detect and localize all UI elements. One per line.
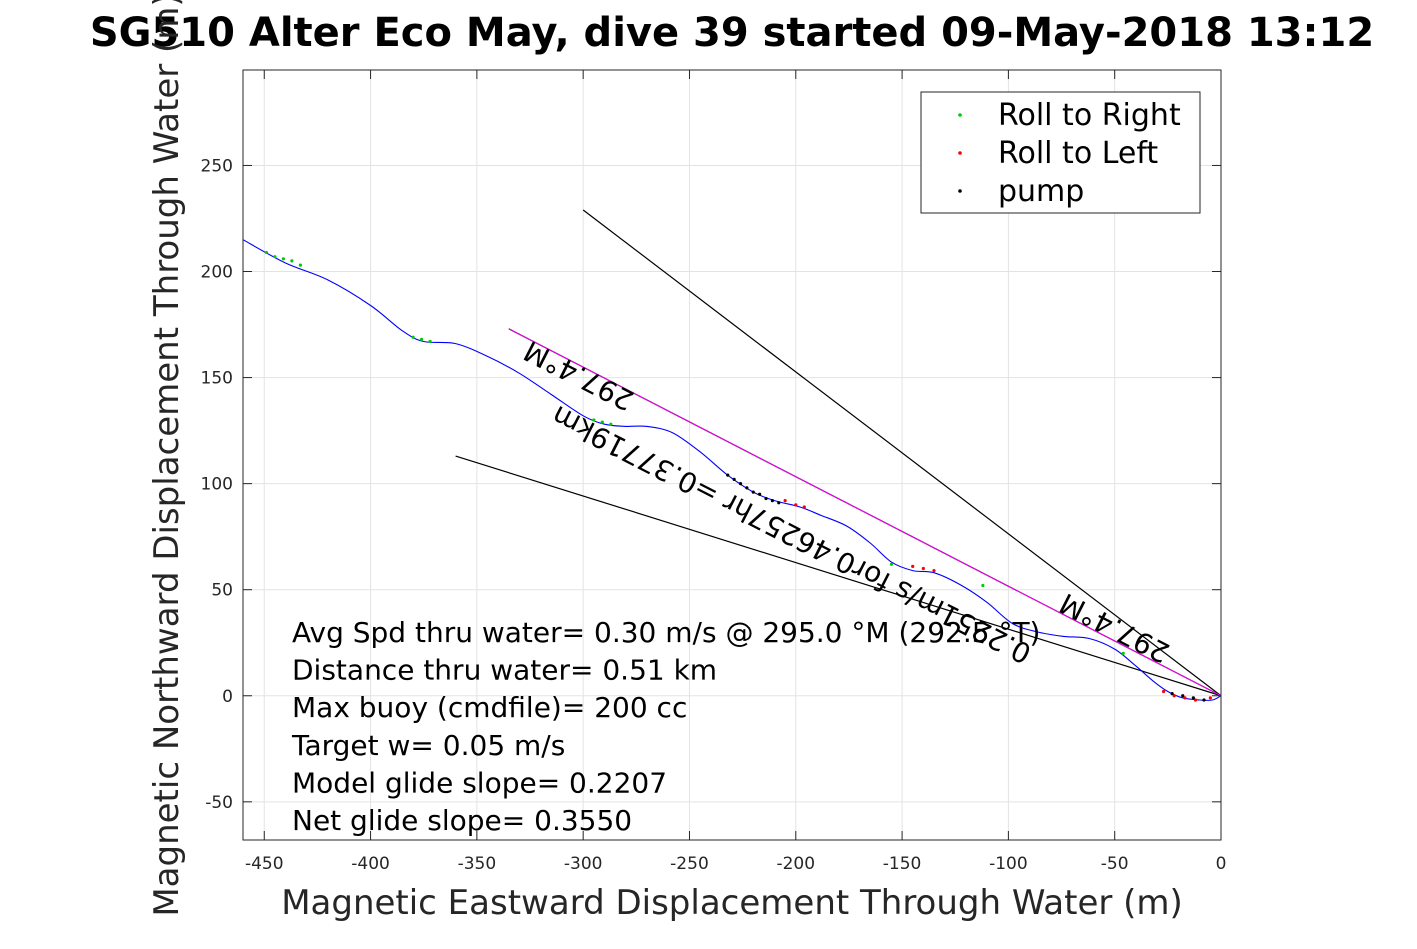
glider-track-line	[242, 239, 1222, 701]
legend-entry-label: Roll to Right	[998, 98, 1181, 133]
legend-marker	[958, 151, 962, 155]
pump-point	[751, 490, 755, 494]
legend-entry-label: pump	[998, 174, 1084, 209]
annotation-line: Distance thru water= 0.51 km	[292, 654, 717, 687]
series-layer	[242, 209, 1222, 701]
reference-line-3	[508, 328, 1222, 697]
pump-point	[770, 499, 774, 503]
roll-left-point	[1193, 698, 1198, 702]
x-tick-label: -400	[351, 854, 390, 874]
roll-right-point	[273, 255, 277, 259]
x-tick-label: -350	[458, 854, 497, 874]
roll-right-point	[889, 562, 894, 566]
tick-layer: -450 -400 -350 -300 -250 -200 -150 -100 -50 0 -50 0…	[201, 70, 1227, 874]
points-layer	[264, 250, 1212, 702]
plot-frame	[242, 69, 1222, 841]
roll-left-point	[1161, 689, 1166, 694]
roll-right-point	[600, 420, 604, 424]
roll-left-point	[1208, 696, 1212, 700]
roll-left-point	[794, 503, 798, 507]
pump-point	[745, 486, 749, 490]
legend-marker	[958, 113, 962, 117]
annotation-line: Avg Spd thru water= 0.30 m/s @ 295.0 °M …	[292, 616, 1040, 649]
y-axis-label: Magnetic Northward Displacement Through …	[147, 0, 187, 917]
roll-right-point	[609, 422, 613, 426]
pump-point	[1191, 696, 1195, 700]
x-tick-label: -150	[883, 854, 922, 874]
pump-point	[1202, 698, 1206, 702]
roll-right-point	[981, 583, 985, 588]
legend-marker	[958, 189, 962, 193]
y-tick-label: 100	[201, 475, 233, 495]
y-tick-label: -50	[205, 793, 233, 813]
pump-point	[1181, 694, 1185, 698]
pump-point	[726, 473, 730, 477]
x-tick-label: -450	[245, 854, 284, 874]
roll-left-point	[1183, 696, 1187, 700]
pump-point	[738, 482, 743, 486]
roll-right-point	[290, 259, 294, 263]
pump-point	[764, 496, 768, 501]
roll-right-point	[428, 339, 432, 344]
x-tick-label: -100	[989, 854, 1028, 874]
reference-line-0	[582, 209, 1222, 697]
roll-right-point	[419, 337, 424, 341]
x-tick-label: 0	[1216, 854, 1227, 874]
chart-title: SG510 Alter Eco May, dive 39 started 09-…	[90, 10, 1374, 56]
pump-point	[777, 501, 781, 505]
pump-point	[732, 477, 736, 481]
roll-right-point	[411, 335, 415, 339]
legend-box	[920, 91, 1201, 214]
pump-point	[758, 492, 762, 496]
annotation-line: Target w= 0.05 m/s	[291, 729, 565, 762]
x-tick-label: -50	[1101, 854, 1129, 874]
annotation-line: Net glide slope= 0.3550	[292, 804, 632, 837]
y-tick-label: 200	[201, 263, 233, 283]
roll-right-point	[298, 263, 303, 267]
y-tick-label: 0	[222, 687, 233, 707]
x-tick-label: -250	[670, 854, 709, 874]
y-tick-label: 50	[211, 581, 233, 601]
roll-left-point	[1172, 694, 1176, 698]
roll-right-point	[264, 250, 268, 255]
roll-right-point	[1121, 651, 1125, 655]
roll-left-point	[932, 569, 936, 573]
y-tick-label: 250	[201, 156, 233, 176]
pump-point	[1170, 692, 1174, 696]
roll-left-point	[921, 566, 925, 571]
roll-left-point	[802, 505, 806, 509]
x-tick-label: -200	[776, 854, 815, 874]
y-tick-label: 150	[201, 369, 233, 389]
roll-right-point	[592, 418, 596, 422]
reference-line-1	[455, 455, 1222, 697]
roll-right-point	[281, 257, 285, 261]
roll-left-point	[911, 564, 915, 568]
annotation-block: Avg Spd thru water= 0.30 m/s @ 295.0 °M …	[291, 616, 1040, 837]
legend-entry-label: Roll to Left	[998, 136, 1158, 171]
annotation-line: Model glide slope= 0.2207	[292, 766, 667, 799]
x-tick-label: -300	[564, 854, 603, 874]
roll-left-point	[783, 499, 787, 503]
x-axis-label: Magnetic Eastward Displacement Through W…	[281, 883, 1183, 923]
annotation-line: Max buoy (cmdfile)= 200 cc	[292, 691, 687, 724]
